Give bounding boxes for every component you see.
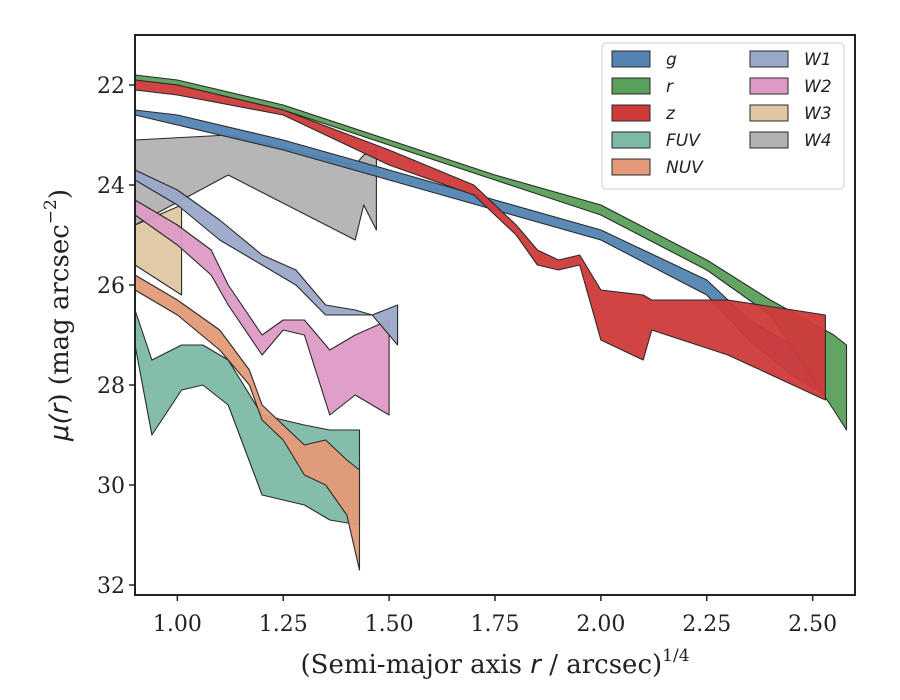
- x-tick-label: 1.50: [365, 612, 414, 637]
- legend-item-z: z: [611, 104, 676, 124]
- x-tick-label: 1.25: [259, 612, 308, 637]
- legend-label-fuv: FUV: [666, 131, 701, 151]
- series-band-z: [134, 79, 826, 401]
- legend-swatch-r: [611, 77, 651, 95]
- legend-label-w1: W1: [804, 50, 832, 70]
- legend-label-w2: W2: [804, 77, 832, 97]
- legend-swatch-w2: [749, 77, 789, 95]
- series-band-r: [134, 74, 848, 431]
- x-tick-label: 1.00: [153, 612, 202, 637]
- legend-swatch-fuv: [611, 131, 651, 149]
- x-tick-label: 2.25: [682, 612, 731, 637]
- legend-item-w2: W2: [749, 77, 832, 97]
- series-band-w1: [134, 169, 399, 346]
- x-tick-label: 1.75: [471, 612, 520, 637]
- y-tick-label: 22: [97, 74, 125, 99]
- legend-item-r: r: [611, 77, 674, 97]
- y-tick-label: 28: [97, 374, 125, 399]
- legend-swatch-w1: [749, 50, 789, 68]
- x-axis: 1.00 1.25 1.50 1.75 2.00 2.25 2.50: [153, 595, 837, 637]
- legend-item-w4: W4: [749, 131, 832, 151]
- legend-label-z: z: [665, 104, 676, 124]
- legend-swatch-w3: [749, 104, 789, 122]
- legend-swatch-w4: [749, 131, 789, 149]
- legend-label-r: r: [666, 77, 674, 97]
- y-tick-label: 26: [97, 274, 125, 299]
- y-tick-label: 24: [97, 174, 125, 199]
- y-axis-label: μ(r) (mag arcsec−2): [41, 189, 75, 442]
- legend-swatch-nuv: [611, 158, 651, 176]
- x-axis-label: (Semi-major axis r / arcsec)1/4: [300, 646, 689, 680]
- y-tick-label: 30: [97, 474, 125, 499]
- x-tick-label: 2.50: [788, 612, 837, 637]
- legend-item-fuv: FUV: [611, 131, 701, 151]
- legend-label-w4: W4: [804, 131, 832, 151]
- legend-item-w3: W3: [749, 104, 832, 124]
- legend-label-g: g: [666, 50, 677, 70]
- series-band-fuv: [134, 309, 361, 526]
- x-tick-label: 2.00: [576, 612, 625, 637]
- legend-label-w3: W3: [804, 104, 832, 124]
- legend-label-nuv: NUV: [666, 158, 704, 178]
- legend-item-nuv: NUV: [611, 158, 704, 178]
- legend: grz FUV NUV W1 W2 W3 W4: [601, 42, 845, 190]
- legend-swatch-g: [611, 50, 651, 68]
- legend-item-w1: W1: [749, 50, 832, 70]
- series-layer: [134, 74, 848, 571]
- series-band-nuv: [134, 274, 361, 571]
- legend-item-g: g: [611, 50, 677, 70]
- y-tick-label: 32: [97, 574, 125, 599]
- series-band-w2: [134, 199, 390, 416]
- legend-swatch-z: [611, 104, 651, 122]
- y-axis: 22 24 26 28 30 32: [97, 74, 135, 599]
